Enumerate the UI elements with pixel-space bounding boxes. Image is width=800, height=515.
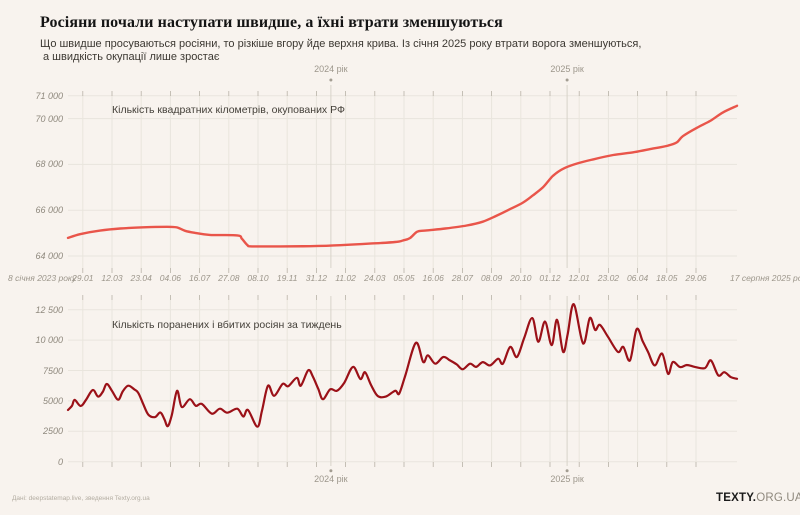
- x-tick-label: 06.04: [626, 273, 649, 283]
- x-tick-label: 04.06: [159, 273, 182, 283]
- x-tick-label: 23.02: [597, 273, 620, 283]
- casualties-line: [66, 303, 739, 428]
- subtitle-line-2: а швидкість окупації лише зростає: [43, 51, 220, 63]
- casualties-chart-label: Кількість поранених і вбитих росіян за т…: [112, 319, 342, 331]
- casualties-y-tick-label: 12 500: [35, 304, 63, 315]
- x-tick-label: 29.01: [72, 273, 94, 283]
- casualties-y-tick-label: 2500: [42, 426, 63, 437]
- x-axis-start-label: 8 січня 2023 року: [8, 273, 77, 283]
- year-marker-dot: [565, 469, 569, 473]
- year-marker-label-top: 2025 рік: [550, 64, 584, 74]
- subtitle-line-1: Що швидше просуваються росіяни, то різкі…: [40, 38, 642, 50]
- x-tick-label: 08.10: [247, 273, 269, 283]
- x-tick-label: 08.09: [480, 273, 503, 283]
- casualties-y-tick-label: 7500: [42, 365, 63, 376]
- x-tick-label: 24.03: [364, 273, 386, 283]
- x-tick-label: 01.12: [539, 273, 561, 283]
- x-tick-label: 29.06: [685, 273, 707, 283]
- x-tick-label: 20.10: [510, 273, 532, 283]
- x-tick-label: 23.04: [130, 273, 152, 283]
- x-tick-label: 16.07: [188, 273, 211, 283]
- year-marker-label-bottom: 2024 рік: [314, 474, 348, 484]
- x-tick-label: 12.03: [101, 273, 123, 283]
- year-marker-dot: [329, 78, 333, 82]
- x-tick-label: 16.06: [422, 273, 444, 283]
- x-tick-label: 18.05: [656, 273, 678, 283]
- occupied-y-tick-label: 71 000: [35, 90, 63, 101]
- occupied-y-tick-label: 68 000: [35, 159, 63, 170]
- x-tick-label: 31.12: [305, 273, 328, 283]
- x-axis-end-label: 17 серпня 2025 року: [730, 273, 800, 283]
- year-marker-label-bottom: 2025 рік: [550, 474, 584, 484]
- page-subtitle: Що швидше просуваються росіяни, то різкі…: [40, 38, 641, 64]
- occupied-y-tick-label: 66 000: [35, 205, 63, 216]
- data-source-note: Дані: deepstatemap.live, зведення Texty.…: [12, 495, 150, 502]
- occupied-area-chart-label: Кількість квадратних кілометрів, окупова…: [112, 104, 345, 116]
- texty-logo-light: ORG.UA: [756, 492, 800, 504]
- occupied-y-tick-label: 70 000: [35, 113, 63, 124]
- casualties-y-tick-label: 0: [57, 456, 63, 467]
- x-tick-label: 27.08: [218, 273, 240, 283]
- texty-logo-bold: TEXTY.: [716, 492, 757, 504]
- casualties-y-tick-label: 10 000: [35, 335, 63, 346]
- occupied-y-tick-label: 64 000: [35, 251, 63, 261]
- x-tick-label: 11.02: [335, 273, 356, 283]
- x-tick-label: 28.07: [451, 273, 474, 283]
- casualties-y-tick-label: 5000: [42, 395, 63, 406]
- year-marker-dot: [565, 78, 569, 82]
- year-marker-label-top: 2024 рік: [314, 64, 348, 74]
- x-tick-label: 12.01: [568, 273, 590, 283]
- x-tick-label: 05.05: [393, 273, 415, 283]
- occupied-area-line: [66, 104, 739, 248]
- page-title: Росіяни почали наступати швидше, а їхні …: [40, 14, 503, 31]
- year-marker-dot: [329, 469, 333, 473]
- x-tick-label: 19.11: [276, 273, 298, 283]
- texty-logo: TEXTY.ORG.UA: [716, 492, 800, 504]
